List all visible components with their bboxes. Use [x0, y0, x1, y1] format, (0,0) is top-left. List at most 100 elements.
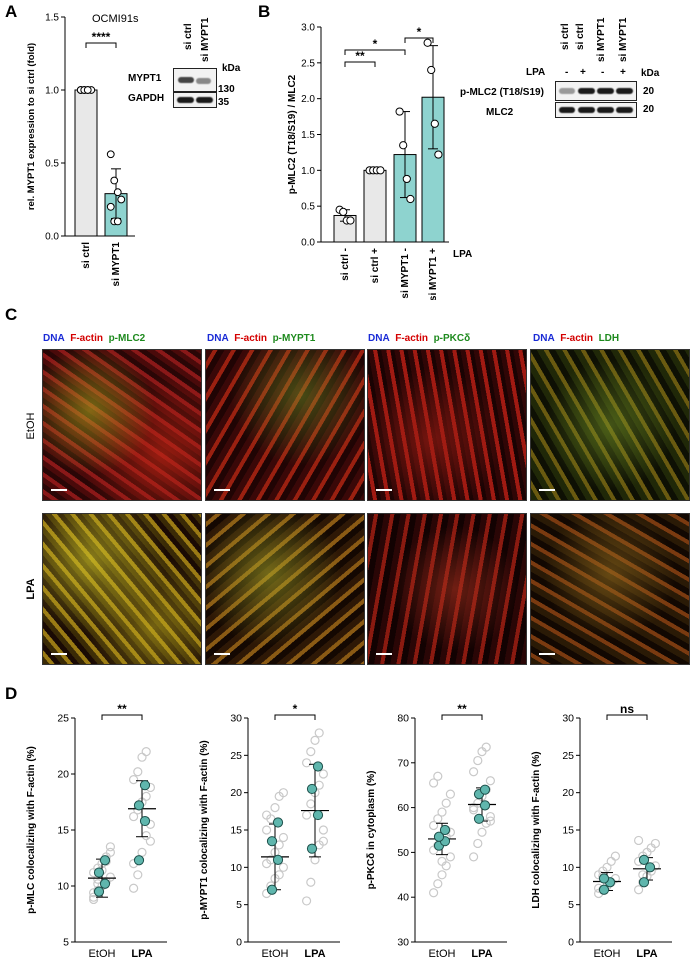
mean-point	[598, 873, 610, 884]
replicate-point	[473, 838, 483, 849]
x-tick-label: EtOH	[89, 948, 116, 960]
micrograph-ldh-etoh	[530, 349, 690, 501]
blot-b-sign-3: -	[601, 67, 605, 78]
replicate-point	[477, 827, 487, 837]
blot-b-pmlc2	[555, 81, 637, 101]
replicate-point	[278, 862, 289, 872]
data-point	[83, 86, 92, 94]
x-tick-label: LPA	[304, 948, 325, 960]
y-tick-label: 50	[397, 847, 409, 859]
y-tick-label: 0.0	[301, 238, 315, 249]
data-point	[113, 188, 122, 197]
replicate-point	[602, 862, 612, 872]
y-tick-label: 1.5	[45, 13, 59, 24]
panel-label-b: B	[258, 2, 271, 21]
replicate-point	[141, 831, 151, 841]
data-point	[376, 166, 385, 175]
y-tick-label: 25	[230, 750, 242, 762]
blot-a-lane-1: si ctrl	[183, 23, 194, 50]
replicate-point	[633, 885, 644, 895]
mean-point	[272, 854, 284, 865]
data-point	[434, 150, 443, 159]
col1-channels: DNA F-actin p-MLC2	[43, 333, 146, 344]
x-tick-label: EtOH	[262, 948, 289, 960]
blot-a-marker-35: 35	[218, 97, 230, 108]
y-tick-label: 25	[562, 750, 574, 762]
y-axis-label: rel. MYPT1 expression to si ctrl (fold)	[26, 43, 37, 210]
mean-point	[638, 854, 650, 865]
blot-b-sign-1: -	[565, 67, 569, 78]
x-tick-label: si MYPT1	[111, 242, 122, 287]
significance-label: ****	[92, 30, 111, 44]
significance-label: **	[355, 49, 365, 63]
y-tick-label: 80	[397, 713, 409, 725]
blot-a-lane-2: si MYPT1	[200, 17, 211, 62]
replicate-point	[468, 852, 479, 862]
significance-bracket	[441, 714, 483, 720]
y-tick-label: 20	[562, 787, 574, 799]
replicate-point	[306, 877, 316, 887]
y-axis-label: p-PKCδ in cytoplasm (%)	[366, 771, 377, 890]
y-tick-label: 0	[568, 937, 574, 949]
y-tick-label: 10	[230, 862, 242, 874]
panel-b-chart: 0.0 0.5 1.0 1.5 2.0 2.5 3.0 p-MLC2 (T18/S19) / …	[287, 23, 472, 301]
band	[177, 97, 194, 103]
replicate-point	[278, 832, 289, 843]
data-point	[430, 119, 439, 128]
x-tick-label: LPA	[131, 948, 152, 960]
micrograph-pmlc2-etoh	[42, 349, 202, 501]
replicate-point	[485, 811, 495, 822]
y-tick-label: 0	[236, 937, 242, 949]
replicate-point	[437, 807, 447, 817]
panel-a-title: OCMI91s	[92, 13, 139, 25]
y-tick-label: 0.5	[45, 159, 59, 170]
blot-b-marker-1: 20	[643, 86, 655, 97]
replicate-point	[301, 758, 312, 768]
blot-b-label-pmlc2: p-MLC2 (T18/S19)	[460, 87, 544, 98]
y-tick-label: 0.5	[301, 202, 315, 213]
blot-b-marker-2: 20	[643, 104, 655, 115]
replicate-point	[137, 752, 147, 762]
y-tick-label: 10	[57, 881, 69, 893]
replicate-point	[650, 838, 660, 849]
panel-d2-chart: 0 5 10 15 20 25 30 p-MYPT1 colocalizing with F-…	[199, 702, 340, 960]
mean-point	[479, 784, 491, 795]
mean-point	[139, 780, 151, 791]
mean-point	[93, 886, 105, 897]
y-tick-label: 0.0	[45, 232, 59, 243]
y-tick-label: 30	[562, 713, 574, 725]
replicate-point	[606, 856, 616, 866]
replicate-point	[105, 872, 116, 882]
lpa-axis-label: LPA	[453, 249, 472, 260]
y-axis-label: p-MYPT1 colocalizing with F-actin (%)	[199, 740, 210, 919]
x-tick-label: LPA	[471, 948, 492, 960]
mean-point	[99, 878, 111, 889]
y-tick-label: 70	[397, 757, 409, 769]
replicate-point	[433, 879, 443, 889]
mean-point	[272, 817, 284, 828]
x-tick-label: si ctrl +	[370, 248, 381, 283]
replicate-point	[88, 894, 99, 905]
y-tick-label: 5	[63, 937, 69, 949]
mean-point	[598, 884, 610, 895]
panel-a-chart: 0.0 0.5 1.0 1.5 rel. MYPT1 expression to si …	[26, 13, 135, 287]
bar-si ctrl +	[363, 169, 387, 243]
blot-b-lpa-label: LPA	[526, 67, 546, 78]
band	[597, 88, 614, 94]
y-axis-label: p-MLC colocalizing with F-actin (%)	[26, 746, 37, 914]
y-tick-label: 40	[397, 892, 409, 904]
data-point	[110, 176, 119, 185]
mean-point	[133, 855, 145, 866]
band	[196, 97, 213, 103]
replicate-point	[141, 791, 151, 802]
blot-b-kda: kDa	[641, 68, 660, 79]
mean-point	[93, 867, 105, 878]
x-tick-label: EtOH	[429, 948, 456, 960]
replicate-point	[314, 728, 324, 738]
mean-point	[266, 884, 278, 895]
significance-bracket	[344, 61, 376, 67]
mean-point	[306, 783, 318, 795]
band	[578, 107, 595, 113]
data-point	[399, 141, 408, 150]
significance-label: **	[117, 702, 127, 716]
